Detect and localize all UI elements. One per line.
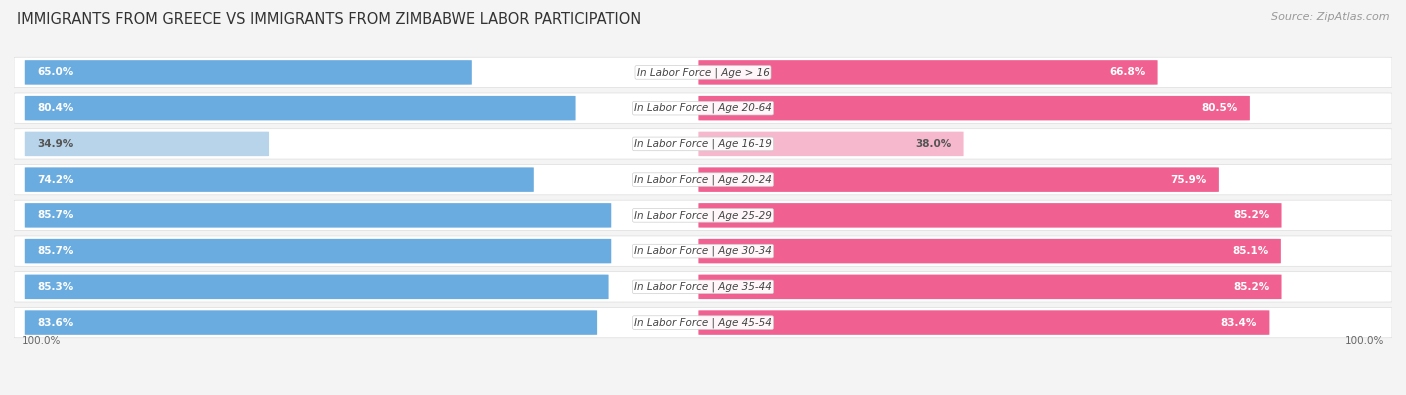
FancyBboxPatch shape — [14, 272, 1392, 302]
Text: 75.9%: 75.9% — [1170, 175, 1206, 184]
Text: 74.2%: 74.2% — [37, 175, 73, 184]
FancyBboxPatch shape — [699, 203, 1281, 228]
FancyBboxPatch shape — [699, 96, 1250, 120]
FancyBboxPatch shape — [699, 239, 1281, 263]
FancyBboxPatch shape — [14, 307, 1392, 338]
Text: In Labor Force | Age 30-34: In Labor Force | Age 30-34 — [634, 246, 772, 256]
Text: 83.4%: 83.4% — [1220, 318, 1257, 327]
Text: 85.7%: 85.7% — [37, 246, 73, 256]
Text: 85.2%: 85.2% — [1233, 211, 1270, 220]
Text: 100.0%: 100.0% — [21, 336, 60, 346]
Text: 66.8%: 66.8% — [1109, 68, 1146, 77]
FancyBboxPatch shape — [699, 275, 1281, 299]
FancyBboxPatch shape — [14, 93, 1392, 123]
FancyBboxPatch shape — [14, 57, 1392, 88]
Text: In Labor Force | Age > 16: In Labor Force | Age > 16 — [637, 67, 769, 78]
Text: 34.9%: 34.9% — [37, 139, 73, 149]
FancyBboxPatch shape — [14, 129, 1392, 159]
FancyBboxPatch shape — [25, 275, 609, 299]
Text: In Labor Force | Age 25-29: In Labor Force | Age 25-29 — [634, 210, 772, 221]
Text: 85.2%: 85.2% — [1233, 282, 1270, 292]
Text: In Labor Force | Age 45-54: In Labor Force | Age 45-54 — [634, 317, 772, 328]
FancyBboxPatch shape — [25, 203, 612, 228]
FancyBboxPatch shape — [14, 164, 1392, 195]
Text: 38.0%: 38.0% — [915, 139, 952, 149]
FancyBboxPatch shape — [14, 236, 1392, 266]
Text: In Labor Force | Age 16-19: In Labor Force | Age 16-19 — [634, 139, 772, 149]
Text: IMMIGRANTS FROM GREECE VS IMMIGRANTS FROM ZIMBABWE LABOR PARTICIPATION: IMMIGRANTS FROM GREECE VS IMMIGRANTS FRO… — [17, 12, 641, 27]
Text: 83.6%: 83.6% — [37, 318, 73, 327]
FancyBboxPatch shape — [25, 60, 472, 85]
FancyBboxPatch shape — [699, 60, 1157, 85]
Text: 80.4%: 80.4% — [37, 103, 73, 113]
FancyBboxPatch shape — [25, 310, 598, 335]
FancyBboxPatch shape — [25, 239, 612, 263]
FancyBboxPatch shape — [699, 132, 963, 156]
FancyBboxPatch shape — [25, 96, 575, 120]
Text: 85.3%: 85.3% — [37, 282, 73, 292]
Text: 80.5%: 80.5% — [1201, 103, 1237, 113]
Text: 85.1%: 85.1% — [1232, 246, 1268, 256]
Text: 85.7%: 85.7% — [37, 211, 73, 220]
FancyBboxPatch shape — [699, 310, 1270, 335]
Text: In Labor Force | Age 35-44: In Labor Force | Age 35-44 — [634, 282, 772, 292]
Text: 100.0%: 100.0% — [1346, 336, 1385, 346]
Text: Source: ZipAtlas.com: Source: ZipAtlas.com — [1271, 12, 1389, 22]
FancyBboxPatch shape — [25, 132, 269, 156]
FancyBboxPatch shape — [25, 167, 534, 192]
Text: In Labor Force | Age 20-24: In Labor Force | Age 20-24 — [634, 174, 772, 185]
Text: 65.0%: 65.0% — [37, 68, 73, 77]
FancyBboxPatch shape — [699, 167, 1219, 192]
Text: In Labor Force | Age 20-64: In Labor Force | Age 20-64 — [634, 103, 772, 113]
FancyBboxPatch shape — [14, 200, 1392, 231]
